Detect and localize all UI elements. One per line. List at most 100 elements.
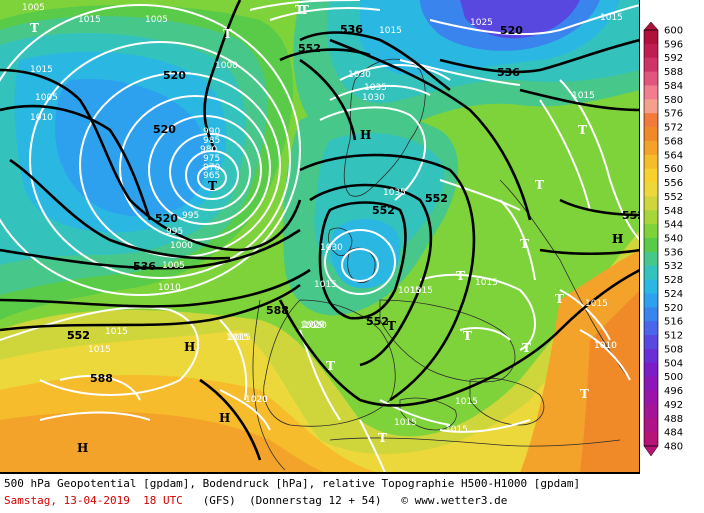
legend-label: 504 — [664, 358, 683, 369]
legend-label: 584 — [664, 81, 683, 92]
legend-label: 488 — [664, 414, 683, 425]
legend-label: 528 — [664, 275, 683, 286]
pressure-label: 1015 — [410, 286, 433, 296]
legend-label: 508 — [664, 344, 683, 355]
pressure-label: 985 — [203, 136, 220, 146]
pressure-label: 1015 — [300, 321, 323, 331]
height-label: 520 — [500, 24, 523, 37]
legend-swatch — [644, 335, 658, 350]
height-label: 552 — [622, 209, 640, 222]
height-label: 536 — [133, 260, 156, 273]
legend-swatch — [644, 224, 658, 239]
legend-label: 552 — [664, 192, 683, 203]
pressure-label: 1015 — [78, 15, 101, 25]
pressure-label: 1000 — [170, 241, 193, 251]
low-center: T — [300, 3, 309, 17]
legend-swatch — [644, 404, 658, 419]
height-label: 552 — [298, 42, 321, 55]
height-label: 552 — [67, 329, 90, 342]
height-label: 520 — [163, 69, 186, 82]
model-name: (GFS) — [202, 494, 236, 507]
legend-label: 560 — [664, 164, 683, 175]
pressure-label: 1010 — [158, 283, 181, 293]
low-center: T — [578, 123, 587, 137]
legend-label: 492 — [664, 400, 683, 411]
legend-swatch — [644, 99, 658, 114]
legend-label: 580 — [664, 95, 683, 106]
legend-swatch — [644, 348, 658, 364]
high-center: H — [184, 340, 195, 354]
pressure-label: 1015 — [572, 91, 595, 101]
pressure-label: 990 — [203, 127, 220, 137]
high-center: H — [219, 411, 230, 425]
height-label: 536 — [497, 66, 520, 79]
pressure-label: 1015 — [88, 345, 111, 355]
legend-swatch — [644, 321, 658, 336]
legend-label: 556 — [664, 178, 683, 189]
legend-swatch — [644, 376, 658, 392]
low-center: T — [555, 292, 564, 306]
pressure-label: 1010 — [594, 341, 617, 351]
legend-label: 500 — [664, 372, 683, 383]
height-label: 552 — [366, 315, 389, 328]
legend-label: 532 — [664, 261, 683, 272]
legend-swatch — [644, 57, 658, 73]
legend-label: 544 — [664, 220, 683, 231]
credit-link[interactable]: © www.wetter3.de — [401, 494, 508, 507]
height-label: 520 — [155, 212, 178, 225]
legend-swatch — [644, 196, 658, 211]
legend-label: 536 — [664, 247, 683, 258]
geopotential-lines — [0, 0, 639, 461]
height-labels: 520 520 520 552 536 552 536 536 552 552 … — [67, 23, 640, 385]
legend-label: 588 — [664, 67, 683, 78]
legend-swatch — [644, 210, 658, 225]
high-center: H — [77, 441, 88, 455]
legend-swatch — [644, 418, 658, 433]
map-canvas: 1005 1015 1005 1000 1015 1005 1010 990 9… — [0, 0, 640, 472]
pressure-label: 1015 — [30, 65, 53, 75]
pressure-label: 1015 — [394, 418, 417, 428]
legend-swatch — [644, 168, 658, 184]
pressure-label: 995 — [166, 227, 183, 237]
legend-swatch — [644, 182, 658, 197]
pressure-label: 1005 — [162, 261, 185, 271]
low-center: T — [463, 329, 472, 343]
height-label: 588 — [266, 304, 289, 317]
legend-swatch — [644, 279, 658, 294]
legend-swatch — [644, 43, 658, 59]
map-description: 500 hPa Geopotential [gpdam], Bodendruck… — [4, 477, 581, 490]
low-center: T — [223, 27, 232, 41]
height-label: 588 — [90, 372, 113, 385]
weather-map: 1005 1015 1005 1000 1015 1005 1010 990 9… — [0, 0, 640, 473]
legend-swatches — [643, 22, 659, 457]
pressure-label: 1030 — [320, 243, 343, 253]
legend-swatch — [644, 127, 658, 142]
pressure-label: 980 — [200, 145, 217, 155]
legend-swatch — [644, 293, 658, 308]
pressure-label: 1015 — [585, 299, 608, 309]
legend-label: 564 — [664, 150, 683, 161]
height-label: 552 — [425, 192, 448, 205]
height-label: 520 — [153, 123, 176, 136]
legend-swatch — [644, 30, 658, 45]
legend-label: 524 — [664, 289, 683, 300]
pressure-label: 1015 — [475, 278, 498, 288]
forecast-run: (Donnerstag 12 + 54) — [249, 494, 382, 507]
height-label: 552 — [67, 329, 90, 342]
legend-bottom-arrow — [643, 445, 659, 457]
legend-top-arrow — [643, 22, 659, 31]
pressure-label: 1005 — [35, 93, 58, 103]
pressure-label: 1030 — [348, 70, 371, 80]
pressure-label: 1010 — [30, 113, 53, 123]
pressure-label: 1005 — [22, 3, 45, 13]
pressure-centers: T T T T H T T T T T T T H H H T T T T H — [30, 3, 623, 455]
pressure-label: 1010 — [594, 341, 617, 351]
footer: 500 hPa Geopotential [gpdam], Bodendruck… — [0, 473, 640, 513]
pressure-label: 1015 — [445, 425, 468, 435]
field-568 — [0, 411, 325, 472]
legend-swatch — [644, 432, 658, 447]
pressure-label: 1015 — [455, 397, 478, 407]
legend-label: 520 — [664, 303, 683, 314]
legend-swatch — [644, 362, 658, 378]
legend-swatch — [644, 238, 658, 253]
